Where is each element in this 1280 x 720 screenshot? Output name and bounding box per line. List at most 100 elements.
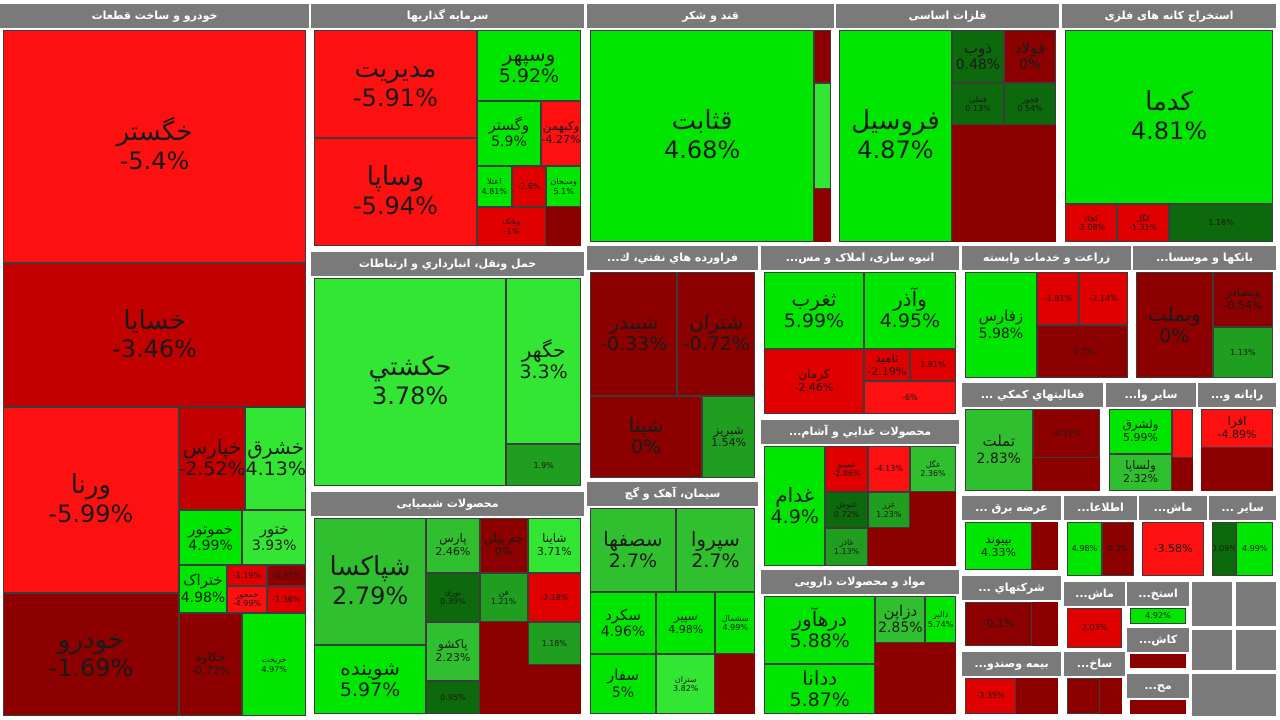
- stock-tile[interactable]: شتران -0.72%: [677, 272, 755, 396]
- stock-tile[interactable]: شپاکسا 2.79%: [314, 518, 427, 646]
- stock-tile[interactable]: پاکشو 2.23%: [426, 621, 480, 681]
- stock-tile[interactable]: خموتور 4.99%: [178, 510, 243, 566]
- stock-tile[interactable]: خسایا -3.46%: [3, 263, 306, 408]
- stock-tile[interactable]: مدیریت -5.91%: [314, 30, 477, 138]
- stock-tile[interactable]: [814, 83, 831, 189]
- stock-tile[interactable]: سفار 5%: [590, 654, 656, 714]
- stock-tile[interactable]: افرا -4.89%: [1201, 409, 1273, 449]
- stock-tile[interactable]: شاینا 3.71%: [527, 518, 581, 573]
- stock-tile[interactable]: فروسیل 4.87%: [839, 30, 952, 242]
- stock-tile[interactable]: سکرد 4.96%: [590, 592, 656, 655]
- stock-tile[interactable]: [1172, 409, 1193, 459]
- stock-tile[interactable]: وسبحان 5.1%: [546, 166, 581, 208]
- stock-tile[interactable]: 4.98%: [1067, 522, 1102, 576]
- stock-tile[interactable]: -2.14%: [1079, 272, 1128, 325]
- stock-tile[interactable]: 0.3%: [1101, 522, 1134, 576]
- stock-tile[interactable]: دزاپن 2.85%: [875, 596, 926, 644]
- stock-tile[interactable]: فن 1.21%: [479, 572, 528, 622]
- stock-tile[interactable]: 1.18%: [527, 621, 581, 665]
- stock-tile[interactable]: -2.6%: [511, 166, 547, 208]
- stock-tile[interactable]: 1.91%: [909, 348, 956, 382]
- stock-tile[interactable]: غگل 2.36%: [909, 446, 956, 492]
- stock-tile[interactable]: قثابت 4.68%: [590, 30, 815, 242]
- stock-tile[interactable]: -0.7%: [1036, 325, 1128, 378]
- stock-tile[interactable]: ذوب 0.48%: [951, 30, 1004, 83]
- stock-tile[interactable]: تملت 2.83%: [965, 409, 1033, 491]
- stock-tile[interactable]: ورنا -5.99%: [3, 407, 179, 593]
- stock-tile[interactable]: [1067, 678, 1100, 714]
- stock-tile[interactable]: غزر 1.23%: [867, 491, 910, 528]
- stock-tile[interactable]: حگهر 3.3%: [506, 278, 581, 445]
- stock-tile[interactable]: نوری 0.39%: [426, 572, 480, 622]
- stock-tile[interactable]: -3.58%: [1142, 522, 1204, 576]
- stock-tile[interactable]: اعتلا 4.81%: [476, 166, 512, 208]
- stock-tile[interactable]: 4.92%: [1130, 608, 1186, 624]
- stock-tile[interactable]: دالبر 5.74%: [925, 596, 956, 644]
- stock-tile[interactable]: ستران 3.82%: [656, 654, 716, 714]
- stock-tile[interactable]: خودرو -1.69%: [3, 592, 179, 716]
- stock-tile[interactable]: 1.9%: [506, 444, 581, 486]
- stock-tile[interactable]: خمحور -4.99%: [227, 585, 267, 614]
- stock-tile[interactable]: خریخت 4.97%: [242, 613, 306, 716]
- stock-tile[interactable]: شبندر -0.33%: [590, 272, 678, 396]
- stock-tile[interactable]: وکبهمن -4.27%: [540, 101, 581, 167]
- stock-tile[interactable]: -4.13%: [867, 446, 910, 492]
- stock-tile[interactable]: ختراک 4.98%: [178, 565, 228, 614]
- stock-tile[interactable]: ولشرق 5.99%: [1109, 409, 1172, 455]
- stock-tile[interactable]: 0.09%: [1212, 522, 1237, 576]
- stock-tile[interactable]: ثغرب 5.99%: [764, 272, 864, 349]
- stock-tile[interactable]: شبریز 1.54%: [702, 395, 755, 478]
- stock-tile[interactable]: -1.19%: [227, 565, 267, 586]
- stock-tile[interactable]: کچاد -2.08%: [1065, 203, 1117, 242]
- stock-tile[interactable]: شوینده 5.97%: [314, 645, 427, 714]
- stock-tile[interactable]: کرمان -2.46%: [764, 348, 864, 414]
- stock-tile[interactable]: فخوز 0.54%: [1003, 83, 1056, 126]
- stock-tile[interactable]: خگستر -5.4%: [3, 30, 306, 264]
- stock-tile[interactable]: 1.16%: [1169, 203, 1273, 242]
- stock-tile[interactable]: پارس 2.46%: [426, 518, 480, 573]
- stock-tile[interactable]: -0.1%: [965, 602, 1032, 646]
- stock-tile[interactable]: وگستر 5.9%: [476, 101, 541, 167]
- stock-tile[interactable]: کگل -1.31%: [1117, 203, 1169, 242]
- stock-tile[interactable]: جم پیلن 0%: [479, 518, 528, 573]
- stock-tile[interactable]: -0.51%: [1032, 409, 1100, 459]
- stock-tile[interactable]: 0.95%: [426, 680, 480, 714]
- stock-tile[interactable]: خکاوه -0.72%: [178, 613, 243, 716]
- stock-tile[interactable]: شپنا 0%: [590, 395, 703, 478]
- stock-tile[interactable]: حکشتي 3.78%: [314, 278, 507, 486]
- stock-tile[interactable]: خپارس -2.52%: [178, 407, 246, 511]
- stock-tile[interactable]: غنوش 0.72%: [825, 491, 868, 528]
- stock-tile[interactable]: کدما 4.81%: [1065, 30, 1273, 204]
- stock-tile[interactable]: وسپهر 5.92%: [476, 30, 581, 102]
- stock-tile[interactable]: زفارس 5.98%: [965, 272, 1037, 378]
- stock-tile[interactable]: سپیر 4.98%: [656, 592, 716, 655]
- stock-tile[interactable]: -3.35%: [965, 678, 1017, 714]
- stock-tile[interactable]: -0.37%: [266, 565, 306, 586]
- stock-tile[interactable]: وآذر 4.95%: [863, 272, 956, 349]
- stock-tile[interactable]: 1.13%: [1212, 327, 1273, 378]
- stock-tile[interactable]: سصفها 2.7%: [590, 508, 676, 593]
- stock-tile[interactable]: -6%: [863, 381, 956, 414]
- stock-tile[interactable]: ختور 3.93%: [242, 510, 306, 566]
- stock-tile[interactable]: فملی 0.13%: [951, 83, 1004, 126]
- stock-tile[interactable]: درهآور 5.88%: [764, 596, 876, 665]
- stock-tile[interactable]: ثامید -2.19%: [863, 348, 910, 382]
- stock-tile[interactable]: وبانک -1%: [476, 207, 547, 246]
- stock-tile[interactable]: ولساپا 2.32%: [1109, 454, 1172, 491]
- stock-tile[interactable]: وساپا -5.94%: [314, 138, 477, 246]
- stock-tile[interactable]: [814, 30, 831, 83]
- stock-tile[interactable]: 4.99%: [1236, 522, 1273, 576]
- stock-tile[interactable]: بپیوند 4.33%: [965, 522, 1032, 570]
- stock-tile[interactable]: 2.03%: [1067, 608, 1122, 648]
- stock-tile[interactable]: ددانا 5.87%: [764, 664, 876, 714]
- stock-tile[interactable]: سپروا 2.7%: [675, 508, 755, 593]
- stock-tile[interactable]: خشرق 4.13%: [245, 407, 306, 511]
- stock-tile[interactable]: -2.18%: [527, 572, 581, 622]
- stock-tile[interactable]: فولاد 0%: [1003, 30, 1056, 83]
- stock-tile[interactable]: غدام 4.9%: [764, 446, 826, 566]
- stock-tile[interactable]: وبصادر -0.54%: [1212, 272, 1273, 328]
- stock-tile[interactable]: سشمال 4.99%: [715, 592, 755, 655]
- stock-tile[interactable]: -1.81%: [1036, 272, 1080, 325]
- stock-tile[interactable]: -1.36%: [266, 585, 306, 614]
- stock-tile[interactable]: غمینو -2.86%: [825, 446, 868, 492]
